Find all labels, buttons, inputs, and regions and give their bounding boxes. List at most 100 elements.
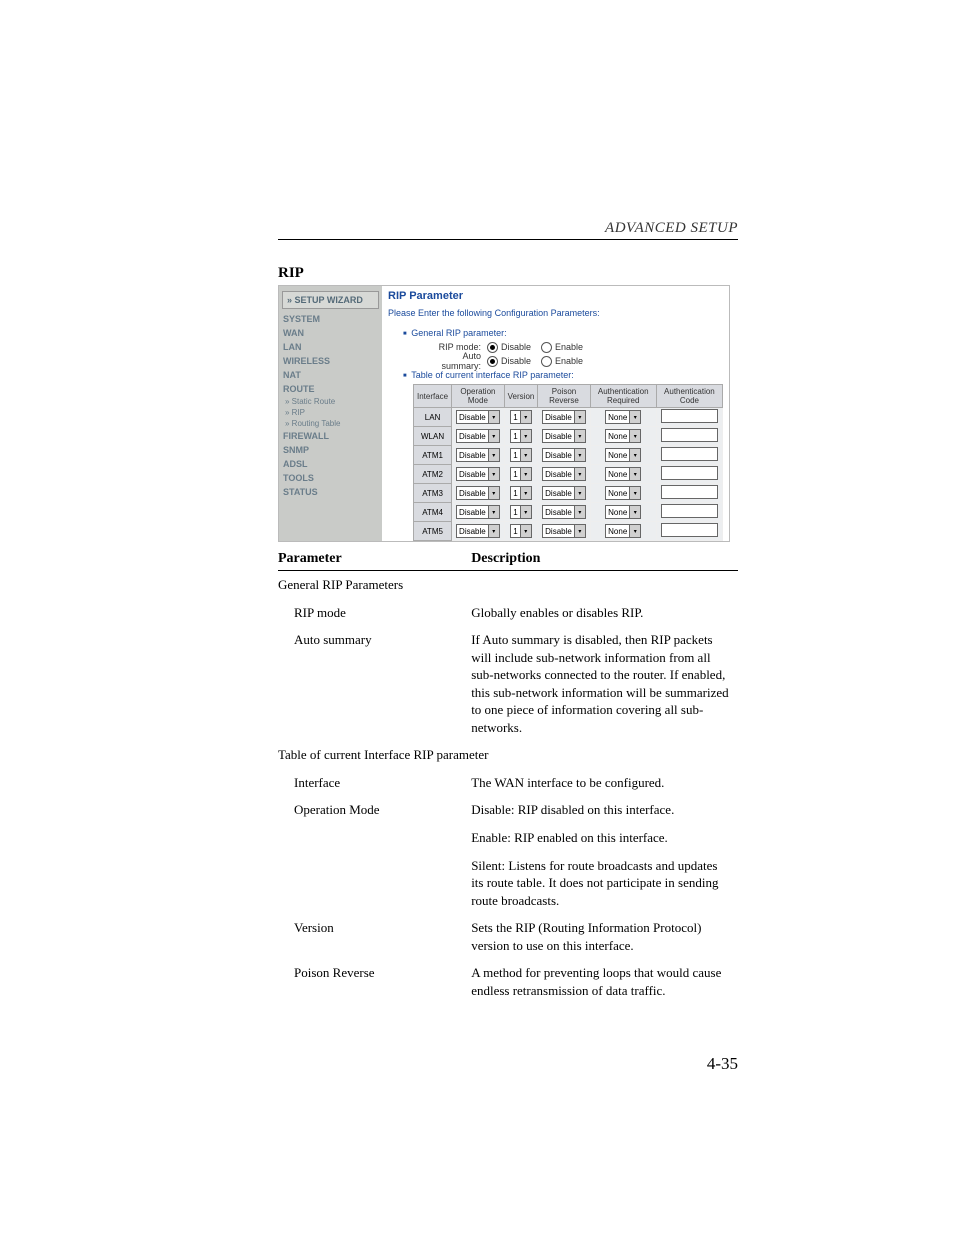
select-dropdown[interactable]: None▾ [605,448,641,462]
sidebar-item-wan[interactable]: WAN [279,326,382,340]
chevron-down-icon: ▾ [520,506,531,518]
chevron-down-icon: ▾ [629,525,640,537]
auth-code-input[interactable] [661,523,718,537]
select-dropdown[interactable]: Disable▾ [456,486,500,500]
select-dropdown[interactable]: 1▾ [510,410,531,424]
sidebar-item-lan[interactable]: LAN [279,340,382,354]
auto-summary-label: Auto summary: [426,351,485,371]
chevron-down-icon: ▾ [629,468,640,480]
select-dropdown[interactable]: 1▾ [510,467,531,481]
select-dropdown[interactable]: None▾ [605,505,641,519]
parameter-description-table: Parameter Description General RIP Parame… [278,548,738,1004]
auto-summary-row: Auto summary: Disable Enable [426,354,723,368]
select-dropdown[interactable]: 1▾ [510,429,531,443]
interface-row: ATM5Disable▾1▾Disable▾None▾ [414,522,723,541]
sidebar-sub-static-route[interactable]: » Static Route [279,396,382,407]
select-dropdown[interactable]: Disable▾ [542,410,586,424]
sidebar-item-snmp[interactable]: SNMP [279,443,382,457]
chevron-down-icon: ▾ [488,411,499,423]
ptable-r4p: Operation Mode [278,796,471,824]
auth-code-input[interactable] [661,485,718,499]
header-rule [278,239,738,240]
chevron-down-icon: ▾ [574,411,585,423]
interface-row: ATM2Disable▾1▾Disable▾None▾ [414,465,723,484]
rip-mode-disable-radio[interactable] [487,342,498,353]
select-dropdown[interactable]: Disable▾ [456,467,500,481]
scrollbar[interactable]: ▴ [729,286,730,541]
table-label: Table of current interface RIP parameter… [403,370,723,380]
running-header: ADVANCED SETUP [278,220,738,237]
row-interface-name: ATM3 [414,484,452,503]
auto-summary-enable-radio[interactable] [541,356,552,367]
row-interface-name: ATM4 [414,503,452,522]
select-dropdown[interactable]: Disable▾ [456,448,500,462]
chevron-down-icon: ▾ [488,468,499,480]
select-dropdown[interactable]: Disable▾ [542,524,586,538]
select-dropdown[interactable]: None▾ [605,467,641,481]
select-dropdown[interactable]: Disable▾ [456,410,500,424]
ptable-h2: Description [471,548,738,571]
interface-row: WLAN Disable▾ 1▾ Disable▾ None▾ [414,427,723,446]
sidebar-item-firewall[interactable]: FIREWALL [279,429,382,443]
select-dropdown[interactable]: 1▾ [510,505,531,519]
chevron-down-icon: ▾ [574,430,585,442]
auto-summary-disable-text: Disable [501,356,531,366]
sidebar-item-adsl[interactable]: ADSL [279,457,382,471]
interface-row: ATM3 Disable▾ 1▾ Disable▾ None▾ [414,484,723,503]
page: ADVANCED SETUP RIP » SETUP WIZARD SYSTEM… [278,220,738,1004]
select-dropdown[interactable]: 1▾ [510,448,531,462]
sidebar-sub-rip[interactable]: » RIP [279,407,382,418]
auth-code-input[interactable] [661,428,718,442]
auth-code-input[interactable] [661,504,718,518]
sidebar-item-nat[interactable]: NAT [279,368,382,382]
select-dropdown[interactable]: Disable▾ [456,429,500,443]
select-dropdown[interactable]: Disable▾ [542,448,586,462]
chevron-down-icon: ▾ [574,506,585,518]
chevron-down-icon: ▾ [520,449,531,461]
auto-summary-disable-radio[interactable] [487,356,498,367]
select-dropdown[interactable]: None▾ [605,486,641,500]
auth-code-input[interactable] [661,447,718,461]
chevron-down-icon: ▾ [629,449,640,461]
chevron-down-icon: ▾ [488,506,499,518]
chevron-down-icon: ▾ [520,411,531,423]
auth-code-input[interactable] [661,409,718,423]
sidebar-item-tools[interactable]: TOOLS [279,471,382,485]
ptable-group1: General RIP Parameters [278,571,738,599]
panel-prompt: Please Enter the following Configuration… [388,308,723,318]
sidebar-sub-routing-table[interactable]: » Routing Table [279,418,382,429]
auth-code-input[interactable] [661,466,718,480]
ptable-group2: Table of current Interface RIP parameter [278,741,738,769]
chevron-down-icon: ▾ [574,449,585,461]
ptable-r6d: A method for preventing loops that would… [471,959,738,1004]
chevron-down-icon: ▾ [629,411,640,423]
select-dropdown[interactable]: 1▾ [510,524,531,538]
rip-mode-enable-radio[interactable] [541,342,552,353]
row-interface-name: WLAN [414,427,452,446]
sidebar-item-wireless[interactable]: WIRELESS [279,354,382,368]
sidebar-item-status[interactable]: STATUS [279,485,382,499]
ptable-h1: Parameter [278,548,471,571]
sidebar-setup-wizard[interactable]: » SETUP WIZARD [282,291,379,309]
chevron-down-icon: ▾ [488,487,499,499]
ptable-r4d2: Enable: RIP enabled on this interface. [471,824,738,852]
chevron-down-icon: ▾ [488,430,499,442]
select-dropdown[interactable]: Disable▾ [456,505,500,519]
select-dropdown[interactable]: None▾ [605,410,641,424]
sidebar-item-system[interactable]: SYSTEM [279,312,382,326]
select-dropdown[interactable]: Disable▾ [542,429,586,443]
select-dropdown[interactable]: 1▾ [510,486,531,500]
select-dropdown[interactable]: None▾ [605,524,641,538]
row-interface-name: LAN [414,408,452,427]
select-dropdown[interactable]: Disable▾ [456,524,500,538]
select-dropdown[interactable]: Disable▾ [542,505,586,519]
col-version: Version [504,385,538,408]
ptable-r4d3: Silent: Listens for route broadcasts and… [471,852,738,915]
select-dropdown[interactable]: Disable▾ [542,467,586,481]
ptable-r5d: Sets the RIP (Routing Information Protoc… [471,914,738,959]
sidebar-item-route[interactable]: ROUTE [279,382,382,396]
col-auth-req: Authentication Required [590,385,656,408]
select-dropdown[interactable]: Disable▾ [542,486,586,500]
select-dropdown[interactable]: None▾ [605,429,641,443]
general-rip-label: General RIP parameter: [403,328,723,338]
